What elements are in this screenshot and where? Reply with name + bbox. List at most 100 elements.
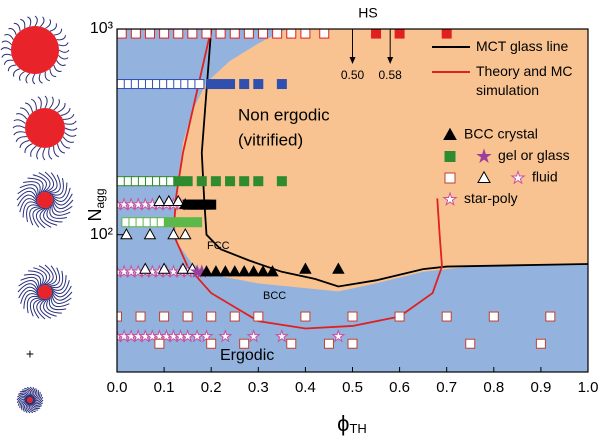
polymer-arm xyxy=(4,33,14,40)
polymer-arm xyxy=(37,96,42,109)
polymer-arm xyxy=(43,297,57,317)
polymer-arm xyxy=(56,35,67,41)
annotation: BCC xyxy=(263,290,286,302)
square-marker xyxy=(319,29,330,39)
polymer-arm xyxy=(44,95,48,109)
square-marker xyxy=(196,176,207,187)
square-marker xyxy=(182,176,193,187)
polymer-arm xyxy=(56,143,66,154)
triangle-marker xyxy=(139,262,152,274)
square-marker xyxy=(154,338,165,349)
star-marker xyxy=(246,329,261,343)
square-marker xyxy=(441,29,452,39)
polymer-arm xyxy=(17,398,28,406)
polymer-arm xyxy=(44,264,54,286)
polymer-arm xyxy=(48,147,53,160)
polymer-arm xyxy=(13,22,21,32)
square-marker xyxy=(272,29,283,39)
polymer-arm xyxy=(64,132,77,137)
square-marker xyxy=(173,217,184,228)
star-marker xyxy=(476,148,492,164)
polymer-arm xyxy=(33,267,47,287)
polymer-arm xyxy=(24,387,32,398)
square-marker xyxy=(239,79,250,90)
x-label-subscript: TH xyxy=(349,421,366,436)
polymer-arm xyxy=(30,98,37,110)
polymer-arm xyxy=(19,107,30,116)
square-marker xyxy=(163,217,174,228)
polymer-arm xyxy=(1,40,12,46)
polymer-arm xyxy=(19,198,39,213)
square-marker xyxy=(187,29,198,39)
polymer-arm xyxy=(49,23,57,32)
hs-arrowhead xyxy=(387,57,394,64)
square-marker xyxy=(215,79,226,90)
polymer-arm xyxy=(52,199,74,210)
polymer-arm xyxy=(47,267,61,287)
polymer-arm xyxy=(17,394,28,400)
polymer-arm xyxy=(49,270,64,289)
polymer-arm xyxy=(31,389,39,399)
square-marker xyxy=(206,311,217,322)
polymer-arm xyxy=(53,146,60,158)
star-marker xyxy=(274,329,289,343)
legend-label: gel or glass xyxy=(498,147,570,163)
x-tick-label: 0.7 xyxy=(436,379,457,396)
polymer-arm xyxy=(46,205,63,223)
legend-label: fluid xyxy=(532,169,558,185)
square-marker xyxy=(488,311,499,322)
polymer-arm xyxy=(60,140,71,149)
polymer-arm xyxy=(25,73,31,84)
polymer-arm xyxy=(19,139,30,149)
x-axis-label: ϕTH xyxy=(337,411,367,437)
polymer-arm xyxy=(64,127,78,131)
square-marker xyxy=(201,29,212,39)
polymer-arm xyxy=(32,396,44,403)
square-marker xyxy=(394,29,405,39)
polymer-arm xyxy=(28,402,36,413)
polymer-arm xyxy=(12,125,26,129)
polymer-arm xyxy=(43,206,58,226)
polymer-arm xyxy=(20,18,26,29)
polymer-arm xyxy=(32,391,41,400)
square-marker xyxy=(182,311,193,322)
polymer-arm xyxy=(30,387,36,398)
polymer-arm xyxy=(60,107,71,117)
polymer-arm xyxy=(24,102,34,113)
triangle-marker xyxy=(228,265,242,277)
polymer-arm xyxy=(38,73,43,84)
polymer-arm xyxy=(30,402,39,411)
annotation: Ergodic xyxy=(220,347,274,364)
polymer-arm xyxy=(46,297,62,314)
triangle-marker xyxy=(200,265,213,277)
x-tick-label: 0.2 xyxy=(201,379,222,396)
square-marker xyxy=(117,311,122,322)
polymer-arm xyxy=(16,395,28,401)
polymer-arm xyxy=(62,136,75,143)
polymer-arm xyxy=(51,285,72,298)
square-marker xyxy=(239,176,250,187)
polymer-arm xyxy=(16,190,38,201)
polymer-arm xyxy=(32,401,42,408)
polymer-arm xyxy=(20,276,40,290)
polymer-arm xyxy=(1,53,12,58)
polymer-arm xyxy=(19,184,39,197)
square-marker xyxy=(206,79,217,90)
polymer-arm xyxy=(51,291,73,301)
polymer-arm xyxy=(22,402,29,412)
hs-arrow-label: 0.50 xyxy=(341,68,365,82)
y-tick-label: 10² xyxy=(90,226,114,243)
x-tick-label: 0.3 xyxy=(248,379,269,396)
polymer-arm xyxy=(39,16,45,27)
square-marker xyxy=(286,29,297,39)
polymer-arm xyxy=(20,290,40,304)
x-label-symbol: ϕ xyxy=(337,411,349,436)
region xyxy=(173,29,588,292)
legend-label: MCT glass line xyxy=(476,38,569,54)
square-marker xyxy=(545,311,556,322)
polymer-arm xyxy=(26,386,33,398)
polymer-arm xyxy=(35,207,46,229)
polymer-arm xyxy=(51,293,72,304)
